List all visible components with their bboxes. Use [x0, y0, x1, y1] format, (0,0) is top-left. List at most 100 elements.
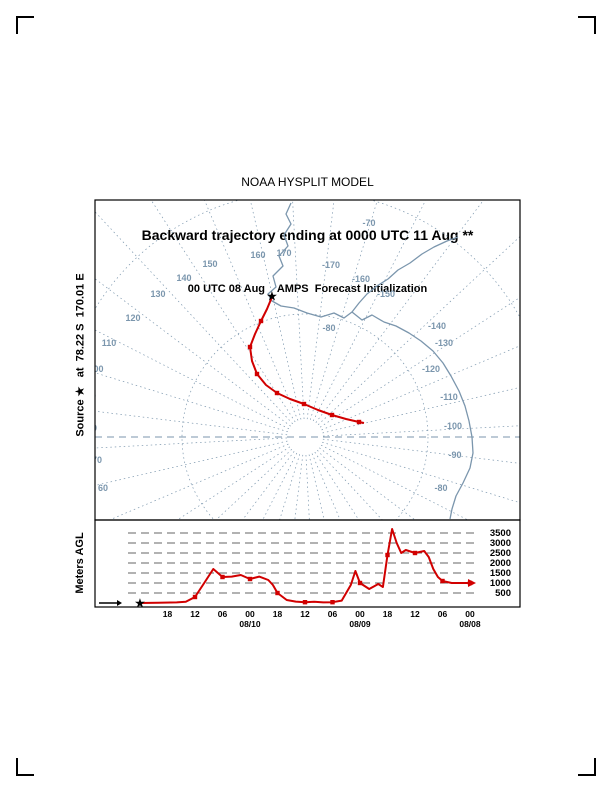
longitude-latitude-label: -100	[444, 421, 462, 431]
crop-mark-top-left	[16, 16, 34, 34]
time-tick-label: 00	[465, 609, 475, 619]
altitude-tick-label: 1500	[490, 568, 511, 579]
meridian-line	[315, 200, 485, 423]
meridian-line	[242, 451, 295, 520]
longitude-latitude-label: 140	[176, 273, 191, 283]
meridian-line	[95, 440, 288, 486]
time-tick-label: 18	[273, 609, 283, 619]
antarctica-coastline	[267, 202, 474, 520]
meridian-line	[322, 441, 520, 504]
trajectory-title: Backward trajectory ending at 0000 UTC 1…	[141, 227, 474, 243]
meridian-line	[311, 453, 341, 520]
meridian-line	[314, 451, 360, 520]
altitude-marker	[247, 576, 253, 582]
altitude-tick-label: 500	[495, 588, 511, 599]
longitude-latitude-label: 60	[98, 483, 108, 493]
crop-mark-bottom-left	[16, 758, 34, 776]
crop-mark-bottom-right	[578, 758, 596, 776]
time-tick-label: 00	[355, 609, 365, 619]
map-layer: -70 -80 150 160 170 -170 -160 -150 -140 -130 -120 -…	[87, 200, 520, 520]
meridian-line	[312, 200, 427, 422]
meridian-line	[308, 454, 325, 520]
meridian-line	[321, 345, 520, 431]
time-tick-label: 06	[438, 609, 448, 619]
trajectory-marker	[301, 401, 307, 407]
altitude-marker	[357, 580, 363, 586]
date-label: 08/09	[349, 619, 371, 629]
longitude-latitude-label: -120	[422, 364, 440, 374]
baseline-arrow	[117, 600, 122, 606]
longitude-latitude-label: -150	[377, 289, 395, 299]
trajectory-marker	[274, 390, 280, 396]
initialization-subtitle: 00 UTC 08 Aug AMPS Forecast Initializati…	[187, 283, 428, 295]
longitude-latitude-label: 130	[150, 289, 165, 299]
longitude-latitude-label: 110	[102, 338, 117, 348]
altitude-marker	[385, 552, 390, 558]
longitude-latitude-label: -110	[440, 392, 458, 402]
trajectory-path	[249, 296, 365, 424]
altitude-tick-label: 3000	[490, 538, 511, 549]
meridian-line	[95, 410, 288, 436]
altitude-profile-line	[139, 528, 470, 604]
meridian-line	[320, 444, 469, 520]
meridian-line	[305, 454, 310, 520]
crop-mark-top-right	[578, 16, 596, 34]
meridian-line	[306, 200, 335, 420]
map-panel-border	[94, 199, 521, 521]
altitude-marker	[302, 600, 308, 605]
time-tick-label: 06	[218, 609, 228, 619]
longitude-latitude-label: -140	[428, 321, 446, 331]
meridian-line	[322, 425, 520, 437]
altitude-tick-label: 1000	[490, 578, 511, 589]
trajectory-marker	[329, 412, 335, 418]
antarctica-coastline	[351, 236, 459, 313]
longitude-latitude-label: -130	[435, 338, 453, 348]
meridian-line	[95, 211, 293, 425]
meridian-line	[294, 454, 304, 520]
altitude-marker	[220, 574, 225, 580]
meridian-line	[309, 200, 378, 420]
longitude-latitude-label: 120	[125, 313, 140, 323]
time-tick-label: 18	[163, 609, 173, 619]
longitude-latitude-label: -80	[434, 483, 447, 493]
trajectory-marker	[258, 318, 264, 324]
time-tick-label: 12	[190, 609, 200, 619]
altitude-marker	[412, 550, 418, 556]
meridian-line	[319, 296, 520, 428]
longitude-latitude-label: -70	[362, 218, 375, 228]
time-tick-label: 12	[410, 609, 420, 619]
altitude-marker	[275, 590, 280, 596]
longitude-latitude-label: 100	[88, 364, 103, 374]
source-star-marker: ★	[266, 289, 278, 304]
meridian-line	[317, 449, 383, 520]
meridian-line	[317, 236, 520, 425]
altitude-source-star: ★	[134, 596, 146, 611]
altitude-marker	[330, 600, 335, 605]
longitude-latitude-label: 70	[92, 455, 102, 465]
meridian-line	[215, 449, 293, 520]
time-tick-label: 18	[383, 609, 393, 619]
meridian-line	[292, 200, 305, 420]
meridian-line	[204, 200, 299, 421]
longitude-latitude-label: -80	[322, 323, 335, 333]
longitude-latitude-label: -170	[322, 260, 340, 270]
trajectory-marker	[254, 371, 260, 377]
meridian-line	[279, 454, 301, 520]
longitude-latitude-label: 150	[202, 259, 217, 269]
time-tick-label: 00	[245, 609, 255, 619]
model-title: NOAA HYSPLIT MODEL	[241, 175, 374, 189]
latitude-circle	[181, 313, 429, 520]
longitude-latitude-label: 170	[276, 248, 291, 258]
altitude-tick-label: 2500	[490, 548, 511, 559]
longitude-latitude-label: 160	[250, 250, 265, 260]
meridian-line	[95, 372, 288, 433]
longitude-latitude-label: -160	[352, 274, 370, 284]
meridian-line	[319, 447, 416, 520]
longitude-latitude-label: 80	[87, 423, 97, 433]
altitude-tick-label: 2000	[490, 558, 511, 569]
trajectory-marker	[356, 419, 362, 425]
meridian-line	[150, 200, 296, 423]
longitude-latitude-label: -90	[448, 450, 461, 460]
meridian-line	[322, 438, 520, 464]
meridian-line	[95, 329, 290, 430]
